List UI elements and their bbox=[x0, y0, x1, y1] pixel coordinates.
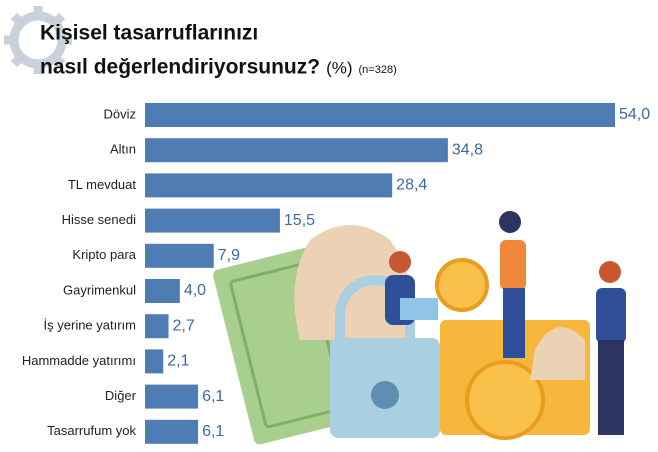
people bbox=[385, 211, 626, 435]
keyhole bbox=[371, 381, 399, 409]
illustration bbox=[4, 6, 626, 445]
category-label: Tasarrufum yok bbox=[47, 423, 136, 438]
value-label: 7,9 bbox=[218, 247, 240, 264]
value-label: 2,1 bbox=[167, 353, 189, 370]
bar bbox=[145, 173, 393, 198]
category-label: Gayrimenkul bbox=[63, 282, 136, 297]
bar bbox=[145, 279, 180, 303]
value-label: 15,5 bbox=[284, 212, 315, 229]
category-label: Altın bbox=[110, 142, 136, 157]
bar bbox=[145, 208, 280, 233]
value-label: 54,0 bbox=[619, 106, 650, 123]
bar bbox=[145, 103, 615, 127]
value-label: 34,8 bbox=[452, 141, 483, 158]
gear-icon bbox=[4, 6, 72, 74]
bar bbox=[145, 419, 199, 444]
category-label: Kripto para bbox=[72, 247, 136, 262]
bar bbox=[145, 243, 214, 268]
category-label: İş yerine yatırım bbox=[44, 318, 136, 333]
category-label: Diğer bbox=[105, 388, 137, 403]
chart-title: Kişisel tasarruflarınızı bbox=[40, 22, 258, 45]
bar bbox=[145, 349, 164, 374]
sample-note: (n=328) bbox=[359, 64, 397, 76]
category-label: TL mevduat bbox=[68, 177, 137, 192]
category-label: Hisse senedi bbox=[62, 212, 137, 227]
category-label: Döviz bbox=[103, 106, 136, 121]
value-label: 6,1 bbox=[202, 388, 224, 405]
value-label: 6,1 bbox=[202, 423, 224, 440]
value-label: 2,7 bbox=[173, 317, 195, 334]
money-bag-small bbox=[530, 327, 585, 380]
unit: (%) bbox=[326, 58, 352, 77]
value-label: 4,0 bbox=[184, 282, 206, 299]
chart-title: nasıl değerlendiriyorsunuz? bbox=[40, 56, 320, 79]
value-label: 28,4 bbox=[396, 177, 427, 194]
category-label: Hammadde yatırımı bbox=[22, 353, 136, 368]
bar bbox=[145, 384, 199, 409]
bar bbox=[145, 138, 448, 163]
bar bbox=[145, 314, 169, 339]
